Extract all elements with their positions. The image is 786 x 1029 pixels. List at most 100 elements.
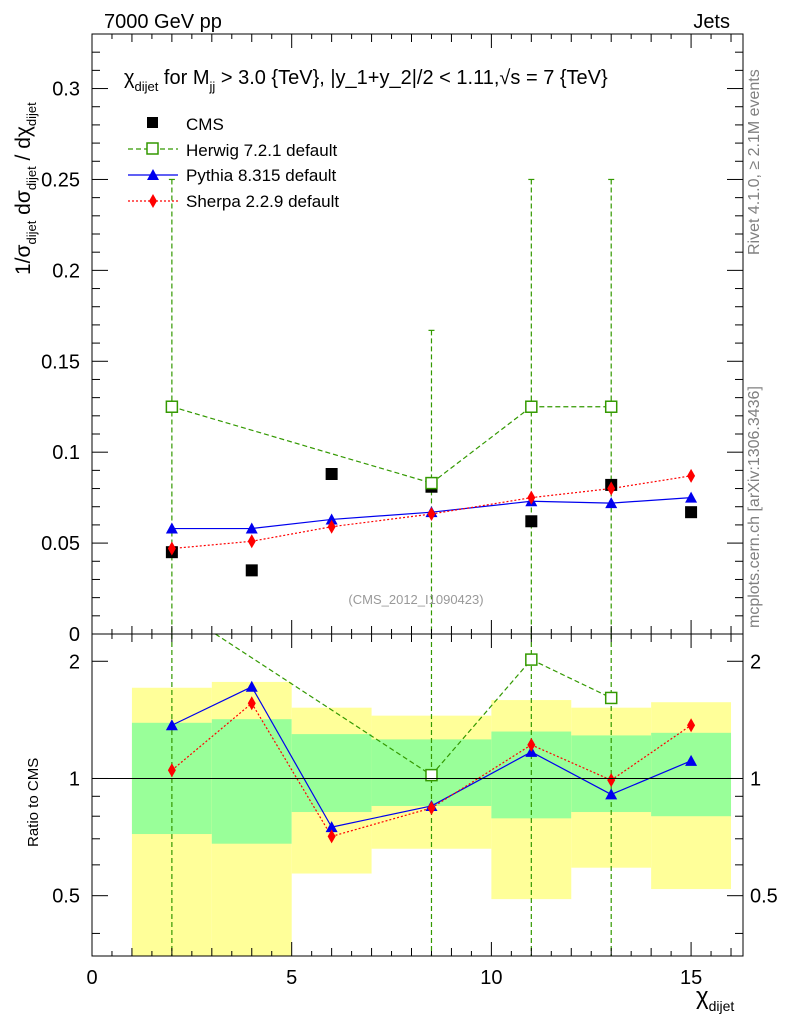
pythia-ratio-point-0 xyxy=(165,719,178,731)
legend-label-cms: CMS xyxy=(186,115,224,134)
title-chi: χ xyxy=(124,67,135,89)
pythia-main-segment-3 xyxy=(431,500,532,513)
legend-marker-cms xyxy=(147,117,158,128)
legend-label-sherpa: Sherpa 2.2.9 default xyxy=(186,192,339,211)
herwig-main-point-0 xyxy=(165,400,179,413)
legend-label-herwig: Herwig 7.2.1 default xyxy=(186,141,337,160)
title-m-sub: jj xyxy=(208,79,215,94)
ratio-y-tick-label-right-0: 0.5 xyxy=(750,886,778,908)
title-sqrt: √s xyxy=(499,67,520,89)
pythia-main-point-6 xyxy=(685,491,698,503)
pythia-ratio-point-2 xyxy=(325,821,338,833)
band-inner-2 xyxy=(291,734,372,813)
ratio-y-tick-label-right-1: 1 xyxy=(750,768,761,790)
axis-ticks xyxy=(91,33,743,956)
sherpa-main-point-4 xyxy=(527,490,536,505)
sherpa-main-point-2 xyxy=(327,519,336,534)
herwig-ratio-point-3 xyxy=(604,691,618,705)
title-end: = 7 {TeV} xyxy=(526,67,608,89)
y-tick-label-3: 0.2 xyxy=(52,260,80,282)
header-right: Jets xyxy=(693,11,730,33)
pythia-ratio-segment-1 xyxy=(251,686,333,828)
sherpa-ratio-point-2 xyxy=(327,829,336,844)
y-tick-label-4: 0.25 xyxy=(41,169,80,191)
sherpa-main-segment-5 xyxy=(611,475,692,490)
sherpa-main-point-5 xyxy=(607,481,616,496)
cms-main-point-6 xyxy=(685,506,698,519)
herwig-ratio-segment-2 xyxy=(531,659,612,699)
pythia-ratio-segment-0 xyxy=(171,686,253,726)
pythia-main-point-0 xyxy=(165,522,178,534)
ratio-y-tick-label-left-0: 0.5 xyxy=(52,886,80,908)
y-tick-label-0: 0.05 xyxy=(41,533,80,555)
sherpa-ratio-point-6 xyxy=(687,718,696,733)
band-inner-1 xyxy=(211,719,292,844)
legend-label-pythia: Pythia 8.315 default xyxy=(186,166,337,185)
sherpa-ratio-point-0 xyxy=(167,763,176,778)
pythia-ratio-point-5 xyxy=(605,788,618,800)
sherpa-main-segment-0 xyxy=(171,540,252,550)
pythia-ratio-point-6 xyxy=(685,754,698,766)
x-tick-label-2: 10 xyxy=(480,967,502,989)
sherpa-ratio-segment-1 xyxy=(251,702,333,837)
title-chi-sub: dijet xyxy=(135,79,159,94)
analysis-watermark: (CMS_2012_I1090423) xyxy=(348,592,483,607)
pythia-main-point-1 xyxy=(245,522,258,534)
ratio-y-tick-label-right-2: 2 xyxy=(750,651,761,673)
ratio-y-tick-label-left-2: 2 xyxy=(69,651,80,673)
axis-tick-labels: 0 5 10 15 0.05 0.1 0.15 0.2 0.25 0.3 0 0.5 0.5 1 1 2 2 xyxy=(41,79,778,989)
cms-main-point-1 xyxy=(245,564,258,577)
y-tick-label-1: 0.1 xyxy=(52,442,80,464)
cms-main-point-4 xyxy=(525,515,538,528)
sherpa-ratio-point-1 xyxy=(247,696,256,711)
pythia-ratio-segment-4 xyxy=(531,751,612,795)
herwig-main-segment-0 xyxy=(171,406,432,484)
pythia-main-segment-4 xyxy=(531,500,612,504)
chart-title: χdijet for Mjj > 3.0 {TeV}, |y_1+y_2|/2 … xyxy=(124,67,608,94)
sherpa-main-point-3 xyxy=(427,507,436,521)
ratio-y-tick-label-left-1: 1 xyxy=(69,768,80,790)
x-tick-label-0: 0 xyxy=(86,967,97,989)
rivet-version-label: Rivet 4.1.0, ≥ 2.1M events xyxy=(746,69,763,255)
legend-marker-sherpa xyxy=(149,194,157,208)
sherpa-ratio-segment-4 xyxy=(531,744,612,781)
cms-main-point-2 xyxy=(325,468,338,480)
pythia-main-segment-5 xyxy=(611,497,692,504)
sherpa-ratio-segment-5 xyxy=(610,724,692,781)
sherpa-ratio-point-4 xyxy=(527,737,536,752)
ratio-y-axis-label: Ratio to CMS xyxy=(25,758,42,847)
header-left: 7000 GeV pp xyxy=(104,11,222,33)
sherpa-ratio-segment-0 xyxy=(171,702,253,771)
herwig-main-point-3 xyxy=(604,400,618,413)
pythia-ratio-point-1 xyxy=(245,680,258,692)
sherpa-main-point-1 xyxy=(247,534,256,549)
title-mid: for M xyxy=(164,67,210,89)
sherpa-main-segment-3 xyxy=(431,497,532,515)
series-markers xyxy=(165,400,698,844)
herwig-ratio-point-2 xyxy=(525,653,538,666)
mcplots-label: mcplots.cern.ch [arXiv:1306.3436] xyxy=(746,386,763,628)
sherpa-main-segment-4 xyxy=(531,487,612,499)
herwig-ratio-segment-0 xyxy=(215,633,432,776)
sherpa-main-point-0 xyxy=(167,541,176,556)
y-tick-label-zero: 0 xyxy=(69,624,80,646)
herwig-error-bars xyxy=(168,178,615,956)
legend-marker-pythia xyxy=(147,169,159,180)
herwig-ratio-point-1 xyxy=(425,768,438,782)
x-tick-label-3: 15 xyxy=(680,967,702,989)
x-axis-label: χdijet xyxy=(696,983,734,1014)
pythia-main-point-2 xyxy=(325,513,338,525)
pythia-main-segment-1 xyxy=(251,518,332,530)
band-inner-6 xyxy=(651,732,732,817)
sherpa-main-segment-2 xyxy=(331,513,432,528)
y-tick-label-5: 0.3 xyxy=(52,79,80,101)
y-axis-label: 1/σdijet dσdijet / dχdijet xyxy=(12,102,39,275)
pythia-ratio-segment-2 xyxy=(331,805,432,828)
sherpa-ratio-segment-2 xyxy=(331,807,432,837)
herwig-main-segment-1 xyxy=(431,406,532,484)
ratio-plot-frame xyxy=(91,633,744,957)
legend-marker-herwig xyxy=(146,142,159,155)
herwig-main-point-2 xyxy=(525,400,538,413)
sherpa-main-point-6 xyxy=(687,468,696,483)
x-tick-label-1: 5 xyxy=(286,967,297,989)
